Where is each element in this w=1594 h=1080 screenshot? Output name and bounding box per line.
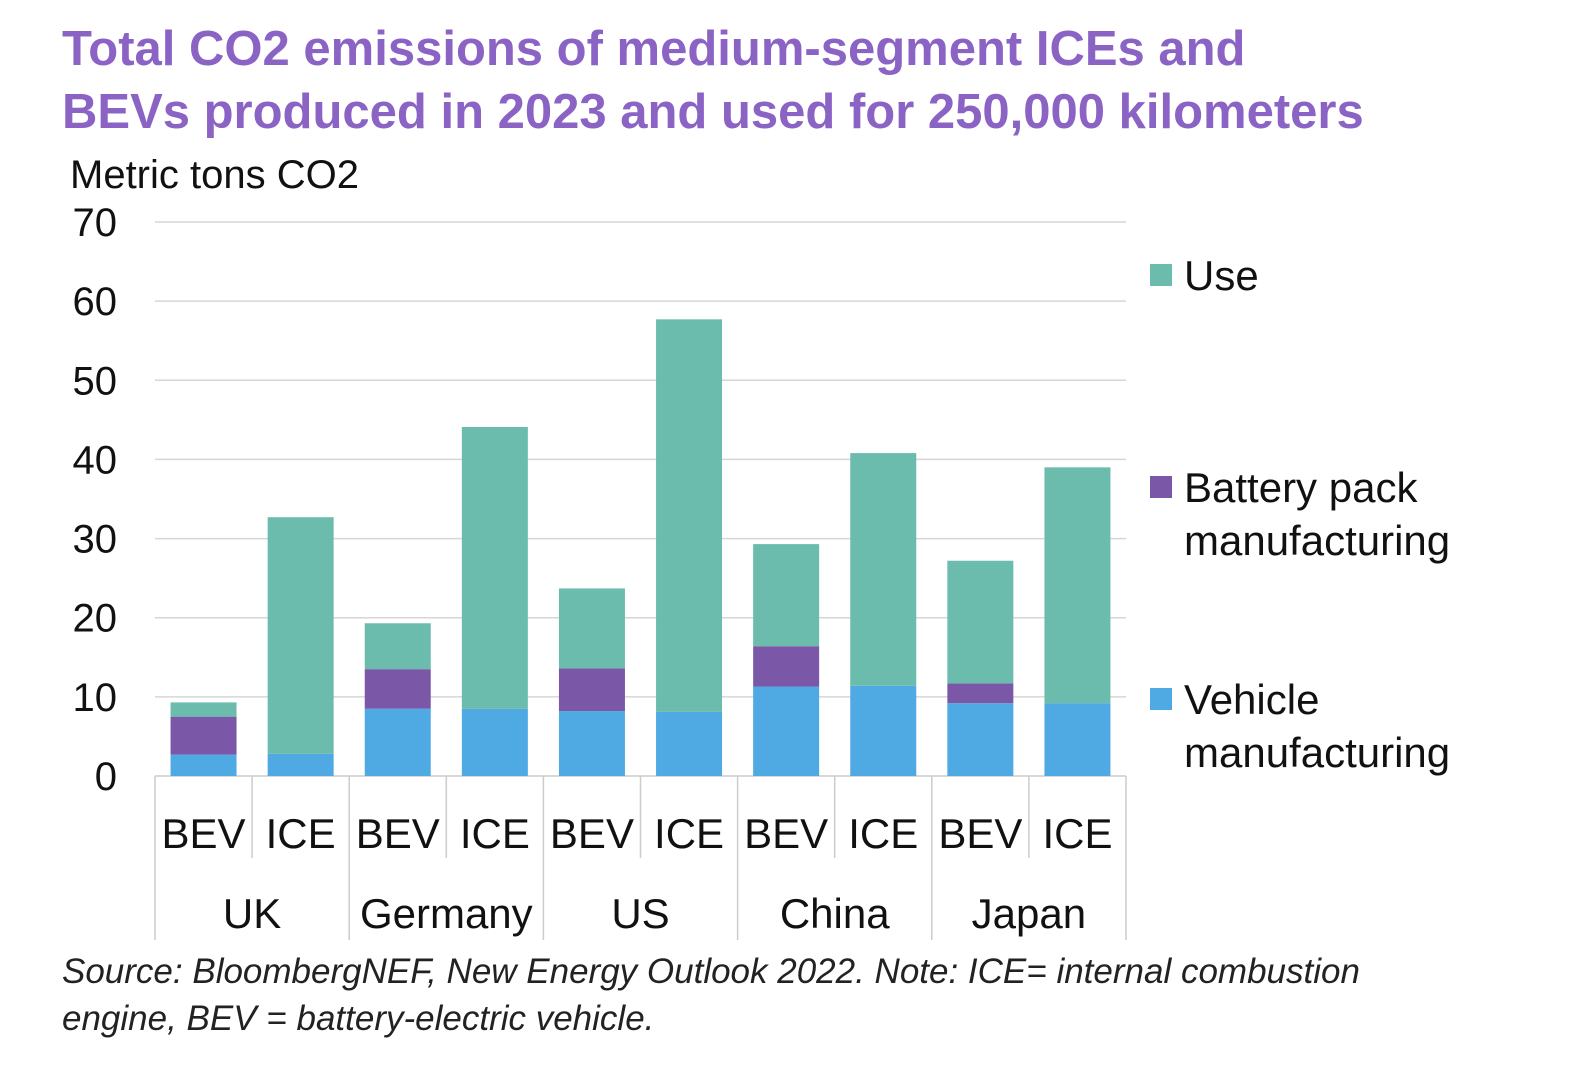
bar-segment-2	[170, 702, 237, 717]
legend-swatch	[1150, 476, 1172, 498]
x-tick-label: BEV	[550, 810, 634, 857]
bar-segment-0	[170, 754, 237, 776]
chart-title-line-1: Total CO2 emissions of medium-segment IC…	[62, 22, 1246, 76]
x-tick-label: BEV	[162, 810, 246, 857]
bar-segment-2	[850, 453, 917, 686]
y-tick-label: 40	[73, 438, 118, 482]
group-label: UK	[223, 890, 281, 937]
y-tick-label: 10	[73, 676, 118, 720]
bar-segment-0	[850, 685, 917, 776]
legend-label: Battery pack	[1184, 464, 1418, 511]
group-label: Japan	[972, 890, 1086, 937]
bar-segment-2	[753, 544, 820, 647]
bar-segment-0	[461, 708, 528, 776]
bar-segment-1	[364, 669, 431, 709]
bar-segment-1	[947, 683, 1014, 704]
source-note-line-1: Source: BloombergNEF, New Energy Outlook…	[62, 952, 1360, 991]
y-tick-label: 0	[95, 755, 117, 799]
bar-segment-2	[947, 560, 1014, 684]
bar-segment-0	[656, 711, 723, 776]
y-tick-label: 70	[73, 201, 118, 245]
group-label: US	[611, 890, 669, 937]
x-tick-label: ICE	[460, 810, 530, 857]
bar-segment-0	[947, 703, 1014, 776]
group-label: China	[780, 890, 890, 937]
y-tick-label: 50	[73, 359, 118, 403]
x-tick-label: ICE	[1042, 810, 1112, 857]
bar-segment-0	[364, 708, 431, 776]
source-note: Source: BloombergNEF, New Energy Outlook…	[62, 948, 1542, 1042]
y-tick-label: 30	[73, 518, 118, 562]
chart-title-line-2: BEVs produced in 2023 and used for 250,0…	[62, 85, 1364, 139]
bar-segment-0	[1044, 703, 1111, 776]
legend-swatch	[1150, 264, 1172, 286]
bar-segment-2	[461, 426, 528, 709]
group-label: Germany	[360, 890, 533, 937]
y-tick-label: 60	[73, 280, 118, 324]
y-axis-label: Metric tons CO2	[70, 153, 359, 197]
bar-segment-2	[558, 588, 625, 669]
x-tick-label: ICE	[654, 810, 724, 857]
bar-segment-1	[170, 716, 237, 755]
bar-segment-0	[267, 753, 334, 776]
x-tick-label: ICE	[848, 810, 918, 857]
x-tick-label: BEV	[938, 810, 1022, 857]
x-tick-label: BEV	[356, 810, 440, 857]
legend-label: Vehicle	[1184, 676, 1319, 723]
x-tick-label: BEV	[744, 810, 828, 857]
bar-segment-2	[267, 517, 334, 754]
legend-swatch	[1150, 688, 1172, 710]
source-note-line-2: engine, BEV = battery-electric vehicle.	[62, 999, 655, 1038]
legend-label: manufacturing	[1184, 517, 1450, 564]
y-tick-label: 20	[73, 597, 118, 641]
chart-title: Total CO2 emissions of medium-segment IC…	[62, 18, 1542, 144]
bar-segment-1	[753, 646, 820, 687]
bar-segment-2	[364, 623, 431, 670]
bar-segment-1	[558, 668, 625, 712]
legend-label: Use	[1184, 252, 1259, 299]
bar-segment-2	[656, 319, 723, 712]
bar-segment-0	[753, 686, 820, 776]
bar-segment-0	[558, 711, 625, 776]
bar-segment-2	[1044, 467, 1111, 704]
x-tick-label: ICE	[266, 810, 336, 857]
legend-label: manufacturing	[1184, 729, 1450, 776]
